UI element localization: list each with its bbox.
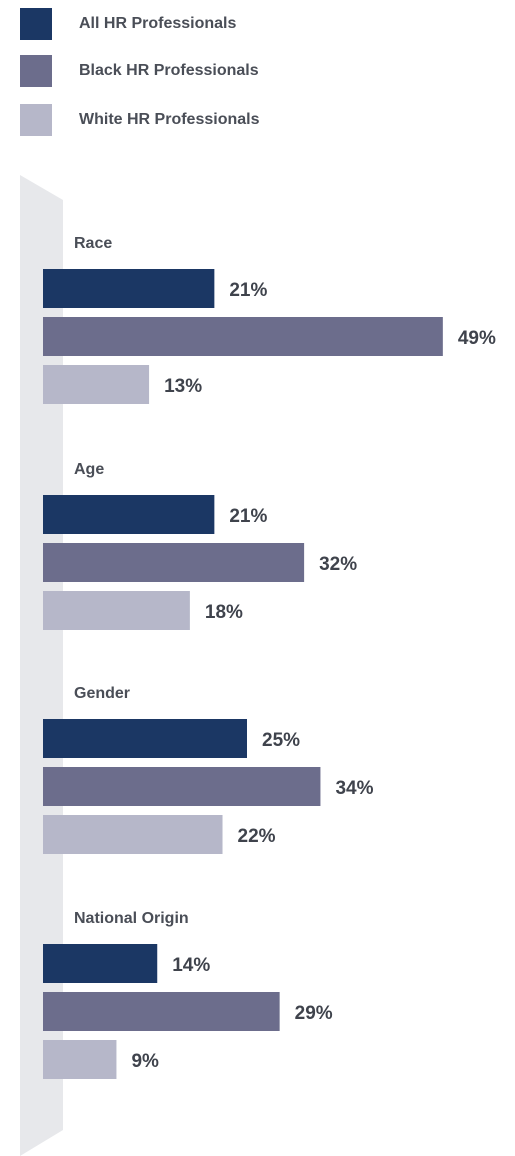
category-label-national-origin: National Origin (74, 910, 189, 927)
category-label-gender: Gender (74, 685, 130, 702)
category-label-race: Race (74, 235, 112, 252)
bar-gender-black-hr (43, 767, 321, 806)
legend-item-white-hr: White HR Professionals (20, 104, 259, 136)
value-label-age-black-hr: 32% (319, 554, 357, 575)
bar-national-origin-white-hr (43, 1040, 117, 1079)
value-label-race-all-hr: 21% (229, 280, 267, 301)
legend-swatch-white-hr (20, 104, 52, 136)
legend-label-white-hr: White HR Professionals (79, 111, 260, 128)
legend-swatch-black-hr (20, 55, 52, 87)
value-label-gender-all-hr: 25% (262, 730, 300, 751)
value-label-race-white-hr: 13% (164, 376, 202, 397)
bar-gender-white-hr (43, 815, 223, 854)
legend-item-all-hr: All HR Professionals (20, 8, 236, 40)
value-label-national-origin-black-hr: 29% (295, 1003, 333, 1024)
value-label-national-origin-white-hr: 9% (131, 1051, 159, 1072)
value-label-gender-white-hr: 22% (238, 826, 276, 847)
legend-label-black-hr: Black HR Professionals (79, 62, 259, 79)
bar-national-origin-all-hr (43, 944, 158, 983)
background-tab-shape (20, 175, 63, 1156)
bar-age-white-hr (43, 591, 190, 630)
bar-race-all-hr (43, 269, 215, 308)
bar-race-black-hr (43, 317, 443, 356)
value-label-gender-black-hr: 34% (335, 778, 373, 799)
legend-item-black-hr: Black HR Professionals (20, 55, 259, 87)
chart-legend: All HR Professionals Black HR Profession… (0, 0, 515, 150)
category-label-age: Age (74, 461, 104, 478)
bar-age-all-hr (43, 495, 215, 534)
bar-race-white-hr (43, 365, 150, 404)
legend-swatch-all-hr (20, 8, 52, 40)
bar-national-origin-black-hr (43, 992, 280, 1031)
bar-age-black-hr (43, 543, 305, 582)
legend-label-all-hr: All HR Professionals (79, 15, 237, 32)
value-label-age-all-hr: 21% (229, 506, 267, 527)
bar-gender-all-hr (43, 719, 247, 758)
value-label-race-black-hr: 49% (458, 328, 496, 349)
bars-layer: Race 21% 49% 13% Age 21% 32% 18% Gender 25% 34% 22%… (43, 235, 496, 1079)
value-label-national-origin-all-hr: 14% (172, 955, 210, 976)
value-label-age-white-hr: 18% (205, 602, 243, 623)
